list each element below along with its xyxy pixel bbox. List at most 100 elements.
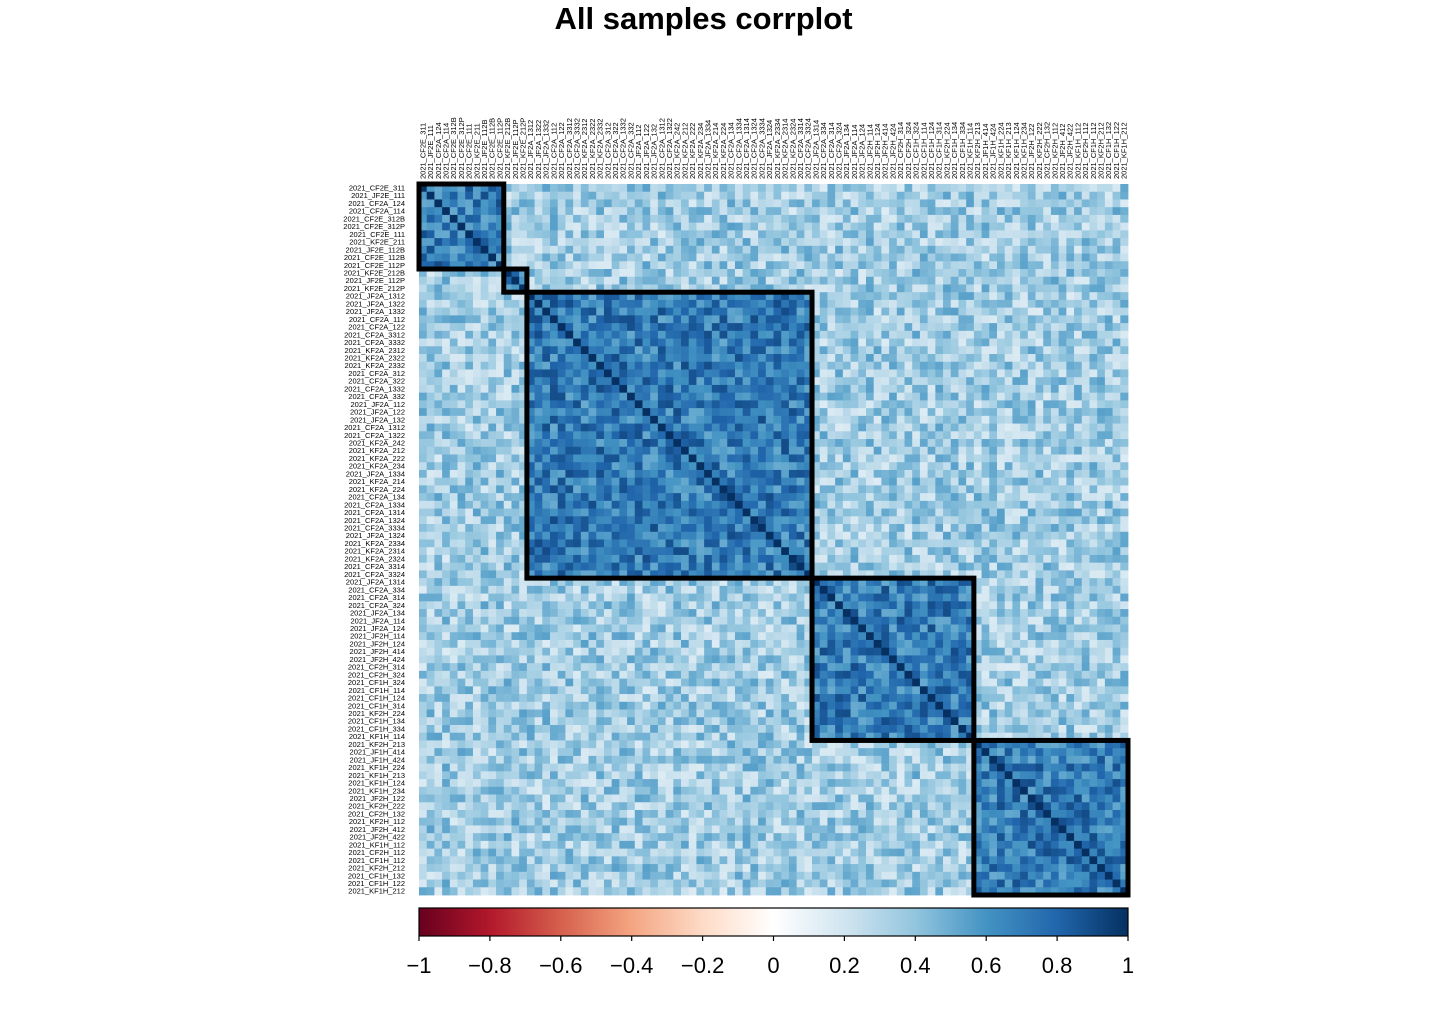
heatmap-cell <box>650 207 659 216</box>
heatmap-cell <box>989 199 998 208</box>
heatmap-cell <box>950 284 959 293</box>
heatmap-cell <box>557 408 566 417</box>
heatmap-cell <box>989 245 998 254</box>
heatmap-cell <box>603 415 613 424</box>
heatmap-cell <box>719 369 728 378</box>
heatmap-cell <box>580 585 589 594</box>
heatmap-cell <box>673 539 682 548</box>
heatmap-cell <box>950 377 959 386</box>
heatmap-cell <box>596 454 605 463</box>
heatmap-cell <box>573 238 582 247</box>
heatmap-cell <box>804 384 813 394</box>
heatmap-cell <box>842 493 851 502</box>
heatmap-cell <box>511 276 520 285</box>
heatmap-cell <box>634 524 643 533</box>
heatmap-cell <box>1089 276 1098 285</box>
heatmap-cell <box>496 361 505 370</box>
heatmap-cell <box>580 469 589 479</box>
heatmap-cell <box>1089 207 1098 216</box>
heatmap-cell <box>1081 415 1090 424</box>
heatmap-cell <box>1058 408 1067 417</box>
heatmap-cell <box>765 284 774 293</box>
heatmap-cell <box>1020 346 1029 355</box>
heatmap-cell <box>989 292 998 301</box>
heatmap-cell <box>804 230 813 239</box>
heatmap-cell <box>958 346 967 355</box>
heatmap-cell <box>819 299 828 309</box>
heatmap-cell <box>550 330 559 339</box>
heatmap-cell <box>496 230 505 239</box>
heatmap-cell <box>881 524 890 533</box>
heatmap-cell <box>812 508 821 517</box>
heatmap-cell <box>442 547 451 556</box>
heatmap-cell <box>781 462 790 471</box>
heatmap-cell <box>503 585 512 594</box>
heatmap-cell <box>873 462 882 471</box>
heatmap-cell <box>588 284 597 293</box>
heatmap-cell <box>1120 469 1129 479</box>
heatmap-cell <box>1089 562 1098 571</box>
heatmap-cell <box>611 184 620 193</box>
heatmap-cell <box>542 377 551 386</box>
heatmap-cell <box>742 261 751 270</box>
heatmap-cell <box>788 354 798 363</box>
heatmap-cell <box>696 330 705 339</box>
heatmap-cell <box>996 554 1006 564</box>
heatmap-cell <box>449 269 458 278</box>
heatmap-cell <box>1020 570 1029 579</box>
heatmap-cell <box>665 531 674 540</box>
heatmap-cell <box>588 323 597 332</box>
heatmap-cell <box>681 222 690 231</box>
heatmap-cell <box>727 253 736 262</box>
heatmap-cell <box>642 222 651 231</box>
heatmap-cell <box>603 299 613 309</box>
heatmap-cell <box>673 485 682 494</box>
heatmap-cell <box>981 284 990 293</box>
heatmap-cell <box>519 439 528 448</box>
heatmap-cell <box>634 354 643 363</box>
heatmap-cell <box>1035 245 1044 254</box>
heatmap-cell <box>950 230 959 239</box>
heatmap-cell <box>1050 593 1060 602</box>
heatmap-cell <box>1081 214 1090 224</box>
heatmap-cell <box>1120 276 1129 285</box>
heatmap-cell <box>1089 377 1098 386</box>
heatmap-cell <box>419 500 428 509</box>
heatmap-cell <box>611 500 620 509</box>
heatmap-cell <box>966 454 975 463</box>
heatmap-cell <box>842 439 851 448</box>
heatmap-cell <box>465 462 474 471</box>
heatmap-cell <box>565 462 574 471</box>
heatmap-cell <box>1112 299 1121 309</box>
heatmap-cell <box>796 230 805 239</box>
heatmap-cell <box>642 570 651 579</box>
heatmap-cell <box>634 214 643 224</box>
heatmap-cell <box>565 269 574 278</box>
heatmap-cell <box>603 261 613 270</box>
heatmap-cell <box>1012 299 1021 309</box>
heatmap-cell <box>896 384 905 394</box>
heatmap-cell <box>1097 269 1106 278</box>
heatmap-cell <box>534 547 543 556</box>
heatmap-cell <box>765 338 774 347</box>
heatmap-cell <box>819 454 828 463</box>
heatmap-cell <box>681 446 690 455</box>
heatmap-cell <box>973 423 982 432</box>
heatmap-cell <box>503 454 512 463</box>
heatmap-cell <box>796 585 805 594</box>
heatmap-cell <box>1027 207 1036 216</box>
heatmap-cell <box>1027 354 1036 363</box>
heatmap-cell <box>850 284 859 293</box>
heatmap-cell <box>542 323 551 332</box>
heatmap-cell <box>580 238 589 247</box>
heatmap-cell <box>526 238 535 247</box>
heatmap-cell <box>634 330 643 339</box>
heatmap-cell <box>996 361 1006 370</box>
heatmap-cell <box>496 554 505 564</box>
heatmap-cell <box>704 261 713 270</box>
heatmap-cell <box>850 222 859 231</box>
heatmap-cell <box>696 323 705 332</box>
heatmap-cell <box>542 245 551 254</box>
heatmap-cell <box>865 439 875 448</box>
heatmap-cell <box>611 338 620 347</box>
